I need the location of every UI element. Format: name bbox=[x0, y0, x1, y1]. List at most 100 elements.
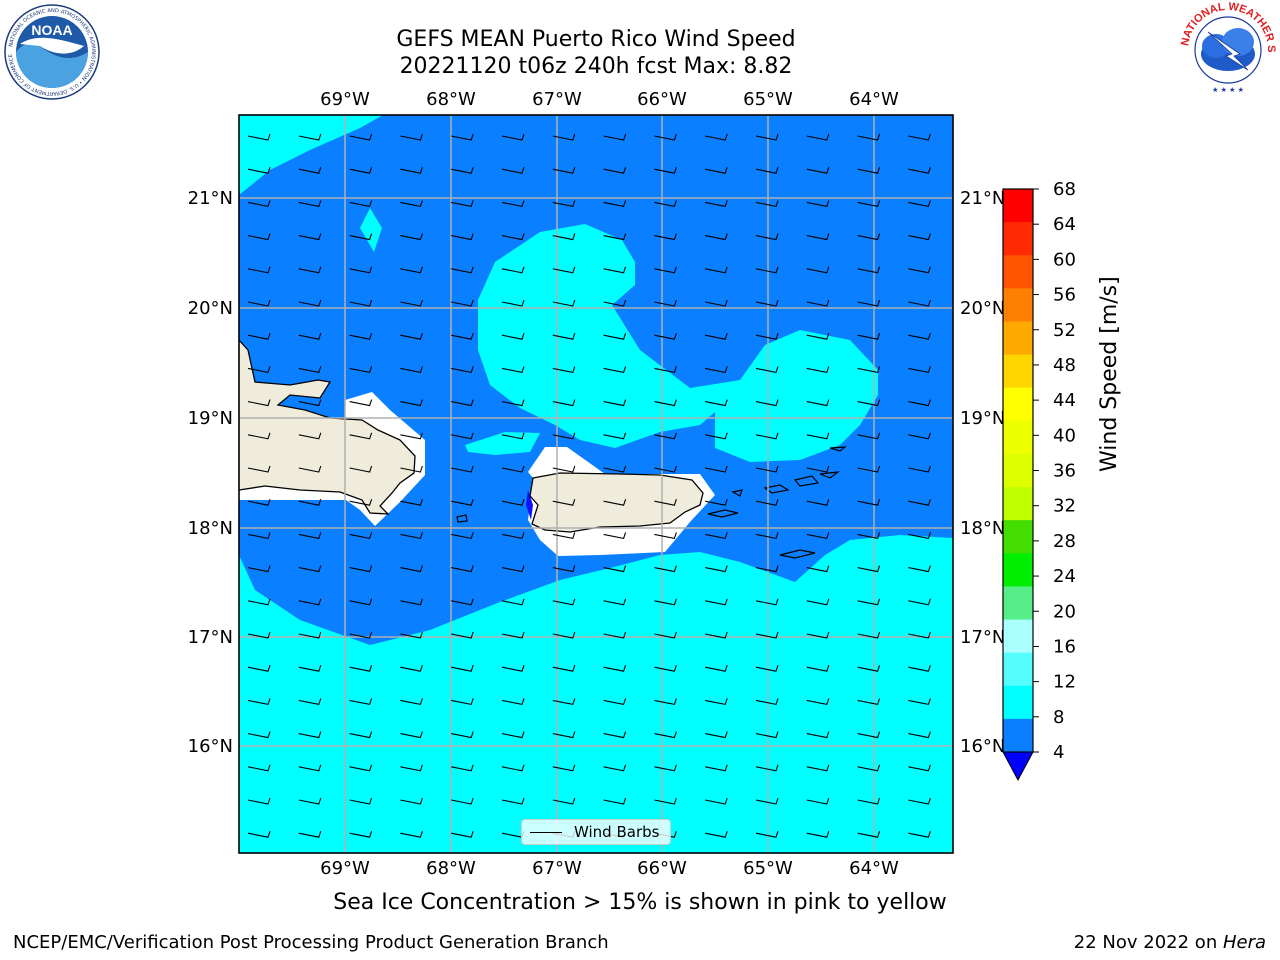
footer-date: 22 Nov 2022 on Hera bbox=[1074, 932, 1266, 953]
wind-barb bbox=[400, 465, 423, 473]
wind-barb bbox=[857, 532, 881, 540]
wind-barb bbox=[654, 266, 677, 274]
mask-hispaniola-east bbox=[345, 392, 425, 526]
wind-barb bbox=[603, 366, 627, 374]
lon-label-top: 67°W bbox=[532, 89, 582, 110]
wind-barb bbox=[247, 133, 271, 141]
wind-barb bbox=[451, 233, 474, 241]
wind-barb bbox=[400, 631, 423, 639]
wind-barb bbox=[247, 731, 271, 739]
wind-barb bbox=[349, 399, 373, 407]
wind-barb bbox=[806, 299, 830, 307]
wind-barb bbox=[705, 831, 728, 838]
wind-barb bbox=[908, 200, 931, 208]
wind-barb bbox=[705, 631, 728, 639]
wind-barb bbox=[298, 764, 322, 772]
wind-barb bbox=[603, 233, 627, 241]
wind-barb bbox=[552, 532, 576, 540]
wind-barb bbox=[806, 266, 830, 274]
wind-barb bbox=[857, 366, 881, 374]
colorbar-segment bbox=[1003, 387, 1033, 422]
colorbar-tick-label: 60 bbox=[1053, 249, 1076, 270]
wind-barb bbox=[400, 200, 423, 208]
wind-barb bbox=[705, 532, 728, 540]
lon-label-bottom: 64°W bbox=[849, 858, 899, 879]
wind-barb bbox=[501, 532, 525, 540]
wind-barb bbox=[349, 200, 373, 208]
wind-barb bbox=[298, 665, 322, 672]
wind-barb bbox=[349, 764, 373, 772]
wind-barb bbox=[806, 631, 830, 639]
wind-barb bbox=[755, 598, 779, 606]
wind-barb bbox=[247, 598, 271, 606]
wind-barb bbox=[654, 299, 677, 307]
wind-barb bbox=[654, 233, 677, 241]
wind-barb bbox=[705, 333, 728, 340]
wind-barb bbox=[451, 133, 474, 141]
wind-barb bbox=[400, 831, 423, 838]
wind-barb bbox=[451, 366, 474, 374]
wind-barb bbox=[857, 266, 881, 274]
wind-barb bbox=[705, 698, 728, 706]
wind-barb bbox=[755, 266, 779, 274]
wind-barb bbox=[654, 797, 677, 805]
wind-barb bbox=[603, 731, 627, 739]
wind-barb bbox=[908, 399, 931, 407]
colorbar-segment bbox=[1003, 718, 1033, 753]
wind-barb bbox=[806, 665, 830, 672]
colorbar-tick-label: 28 bbox=[1053, 531, 1076, 552]
wind-barb bbox=[247, 200, 271, 208]
colorbar-tick-label: 24 bbox=[1053, 566, 1076, 587]
wind-barb bbox=[349, 665, 373, 672]
wind-region-small bbox=[360, 208, 382, 252]
wind-barb bbox=[400, 698, 423, 706]
wind-barb bbox=[806, 532, 830, 540]
wind-barb bbox=[705, 465, 728, 473]
noaa-logo-text: NOAA bbox=[31, 22, 72, 38]
wind-barb bbox=[857, 764, 881, 772]
wind-barb bbox=[349, 631, 373, 639]
wind-barb bbox=[654, 200, 677, 208]
wind-barb bbox=[705, 366, 728, 374]
wind-barb bbox=[349, 333, 373, 340]
wind-barb bbox=[755, 200, 779, 208]
wind-barb bbox=[806, 764, 830, 772]
wind-barb bbox=[451, 797, 474, 805]
wind-barb bbox=[806, 565, 830, 573]
wind-barb bbox=[603, 432, 627, 440]
wind-barb bbox=[552, 233, 576, 241]
colorbar-tick-label: 32 bbox=[1053, 496, 1076, 517]
wind-barb bbox=[247, 399, 271, 407]
wind-barb bbox=[400, 167, 423, 174]
legend-line-icon bbox=[530, 832, 562, 833]
colorbar-segment bbox=[1003, 321, 1033, 356]
wind-barb bbox=[349, 731, 373, 739]
wind-barb bbox=[908, 432, 931, 440]
wind-barb bbox=[349, 366, 373, 374]
wind-barb bbox=[857, 465, 881, 473]
noaa-logo[interactable]: NOAA NATIONAL OCEANIC AND ATMOSPHERIC AD… bbox=[0, 2, 104, 102]
wind-barb bbox=[451, 532, 474, 540]
nws-logo[interactable]: NATIONAL WEATHER SERVICE ★ ★ ★ ★ bbox=[1178, 2, 1278, 98]
wind-barb bbox=[755, 831, 779, 838]
wind-barb bbox=[247, 333, 271, 340]
wind-barb bbox=[603, 266, 627, 274]
colorbar-tick-label: 56 bbox=[1053, 285, 1076, 306]
wind-barb bbox=[603, 200, 627, 208]
lon-label-top: 66°W bbox=[637, 89, 687, 110]
nws-stars: ★ ★ ★ ★ bbox=[1212, 86, 1244, 94]
wind-barb bbox=[451, 731, 474, 739]
wind-barb bbox=[755, 797, 779, 805]
wind-barb bbox=[654, 698, 677, 706]
wind-barb bbox=[552, 465, 576, 473]
wind-barb bbox=[298, 200, 322, 208]
wind-barb bbox=[857, 631, 881, 639]
wind-barb bbox=[908, 299, 931, 307]
wind-barb bbox=[806, 698, 830, 706]
lon-label-top: 65°W bbox=[743, 89, 793, 110]
wind-barb bbox=[857, 598, 881, 606]
wind-barb bbox=[552, 167, 576, 174]
wind-barb bbox=[247, 167, 271, 174]
wind-barb bbox=[501, 266, 525, 274]
wind-barb bbox=[806, 831, 830, 838]
